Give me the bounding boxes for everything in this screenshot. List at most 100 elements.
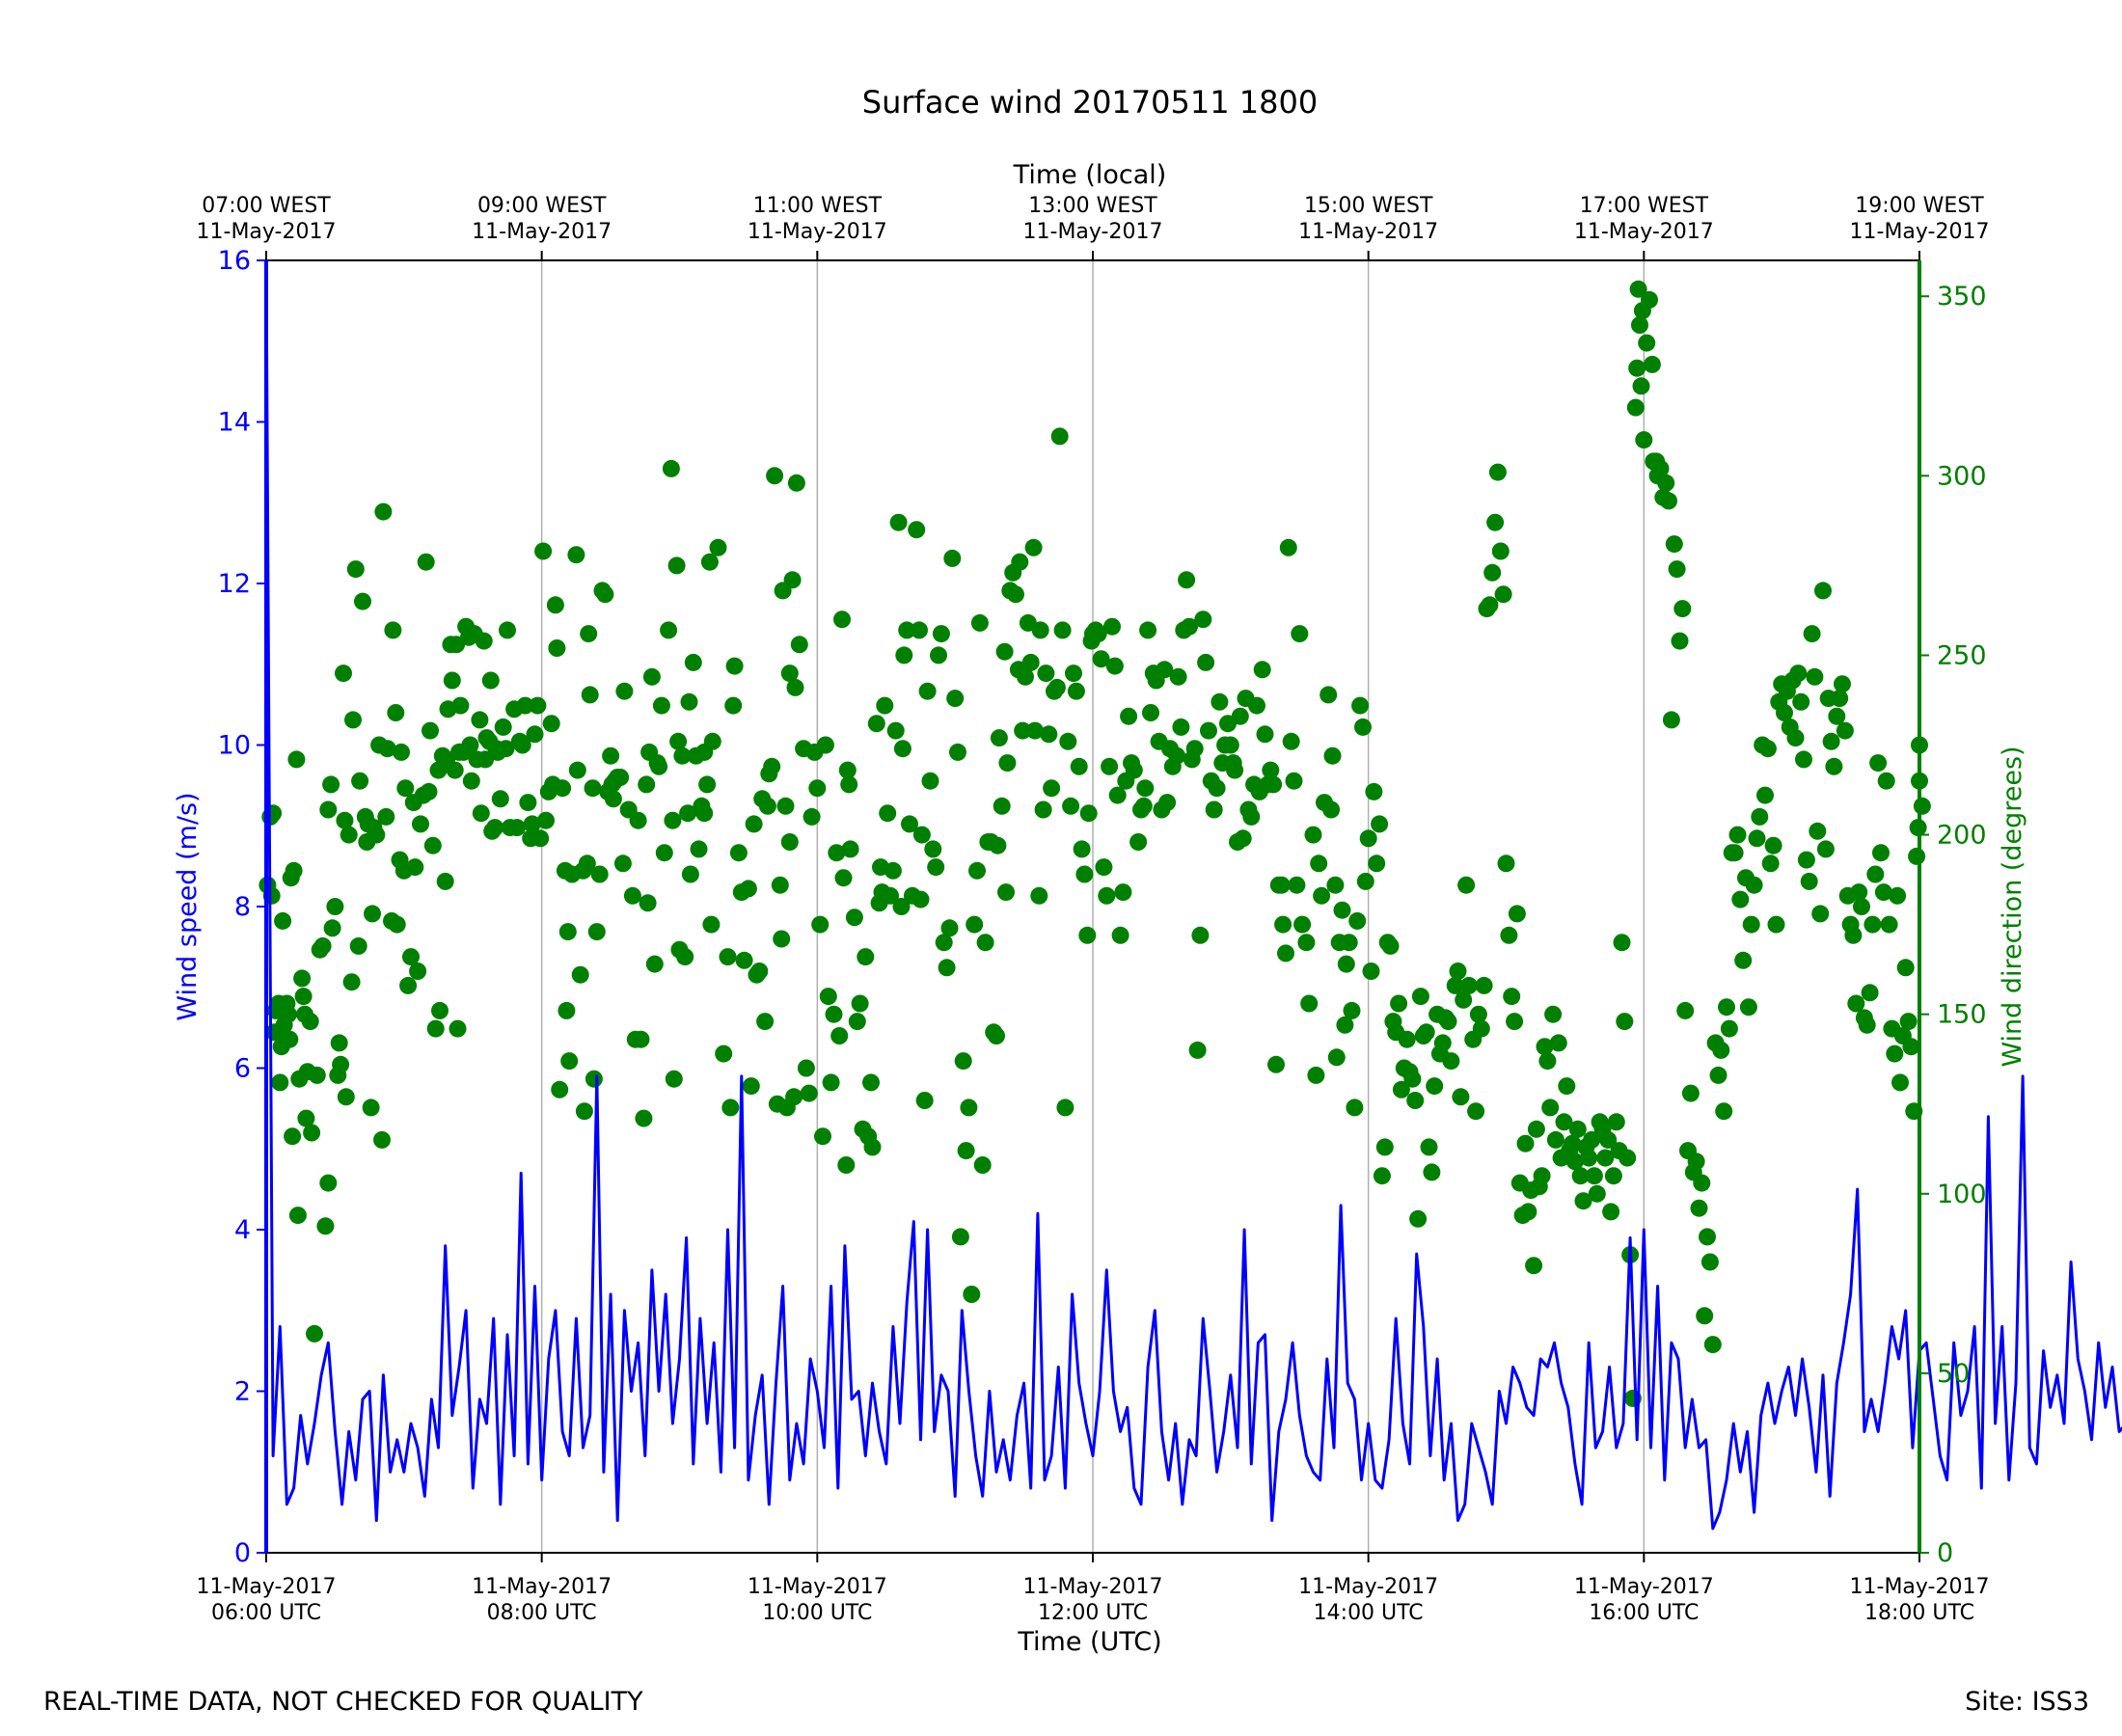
direction-point [534, 542, 553, 560]
x-tick-top-label-time: 09:00 WEST [477, 194, 607, 218]
direction-point [313, 936, 332, 955]
direction-point [655, 844, 673, 862]
direction-point [1208, 779, 1226, 798]
direction-point [1181, 617, 1198, 636]
direction-point [729, 844, 748, 862]
direction-point [1472, 1019, 1490, 1038]
direction-point [632, 1030, 650, 1048]
direction-point [1158, 794, 1177, 812]
y-tick-label-right: 100 [1937, 1180, 1987, 1209]
direction-point [862, 1073, 880, 1092]
direction-point [623, 886, 641, 905]
direction-point [1194, 610, 1212, 629]
direction-point [662, 459, 680, 477]
direction-point [1546, 1130, 1564, 1149]
direction-point [642, 667, 661, 686]
direction-point [1262, 761, 1280, 779]
direction-point [1734, 951, 1753, 969]
direction-point [898, 621, 916, 639]
direction-point [1073, 840, 1091, 858]
direction-point [1248, 696, 1265, 715]
direction-point [787, 474, 805, 492]
direction-point [585, 1070, 603, 1088]
direction-point [285, 861, 303, 880]
direction-point [783, 571, 802, 589]
direction-point [1519, 1203, 1537, 1221]
direction-point [546, 596, 564, 614]
direction-point [837, 1156, 856, 1174]
direction-point [1503, 988, 1521, 1006]
direction-point [840, 775, 858, 794]
direction-point [1253, 661, 1271, 679]
direction-point [1390, 994, 1408, 1013]
direction-point [1056, 1099, 1075, 1117]
direction-point [1822, 732, 1840, 750]
direction-point [497, 740, 515, 758]
direction-point [1409, 1209, 1428, 1228]
direction-point [1285, 772, 1303, 790]
direction-point [351, 772, 369, 790]
direction-point [1792, 692, 1810, 711]
y-tick-label-right: 150 [1937, 1000, 1987, 1030]
direction-point [1635, 431, 1653, 449]
direction-point [516, 696, 534, 715]
direction-point [1756, 786, 1774, 804]
y-tick-label-left: 12 [218, 569, 251, 599]
direction-point [388, 915, 406, 934]
x-tick-top-label-time: 11:00 WEST [753, 194, 883, 218]
direction-point [362, 1099, 380, 1117]
direction-point [1673, 600, 1692, 618]
direction-point [1300, 994, 1319, 1013]
direction-point [322, 775, 340, 794]
direction-point [1297, 934, 1316, 952]
direction-point [1811, 905, 1830, 923]
direction-point [1050, 427, 1069, 446]
direction-point [763, 757, 781, 775]
direction-point [446, 761, 464, 779]
direction-point [750, 963, 769, 980]
direction-point [1742, 915, 1760, 934]
direction-point [1221, 736, 1239, 754]
direction-point [1687, 1153, 1705, 1171]
direction-point [960, 1099, 978, 1117]
direction-point [1786, 729, 1805, 747]
direction-point [1604, 1167, 1622, 1185]
direction-point [695, 804, 714, 823]
direction-point [1699, 1228, 1716, 1246]
direction-point [1613, 934, 1631, 952]
direction-point [968, 861, 986, 880]
direction-point [771, 876, 789, 894]
direction-point [1326, 876, 1345, 894]
direction-point [1858, 1016, 1876, 1034]
direction-point [1191, 926, 1210, 944]
direction-point [319, 800, 338, 819]
direction-point [724, 696, 743, 715]
direction-point [790, 636, 808, 654]
direction-point [1500, 926, 1518, 944]
direction-point [1544, 1005, 1563, 1023]
direction-point [367, 826, 386, 844]
direction-point [596, 585, 614, 604]
direction-point [1758, 740, 1777, 758]
direction-point [660, 621, 678, 639]
direction-point [838, 761, 857, 779]
direction-point [745, 815, 763, 833]
direction-point [825, 1005, 843, 1023]
x-tick-top-label-date: 11-May-2017 [748, 220, 887, 244]
direction-point [993, 797, 1011, 815]
direction-point [1351, 696, 1370, 715]
direction-point [1861, 984, 1879, 1002]
direction-point [1406, 1092, 1425, 1109]
direction-point [1089, 625, 1107, 643]
direction-point [912, 826, 931, 844]
direction-point [927, 858, 945, 877]
direction-point [571, 965, 589, 984]
direction-point [1488, 463, 1507, 481]
direction-point [330, 1034, 348, 1052]
direction-point [519, 794, 537, 812]
direction-point [1899, 1013, 1918, 1031]
y-tick-label-left: 4 [234, 1215, 251, 1245]
direction-point [1092, 650, 1110, 668]
direction-point [279, 1005, 297, 1023]
y-tick-label-left: 10 [218, 731, 251, 761]
